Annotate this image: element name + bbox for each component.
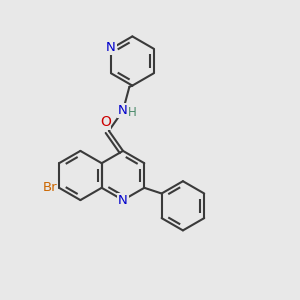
Text: Br: Br (43, 181, 58, 194)
Text: N: N (118, 104, 128, 117)
Text: N: N (118, 194, 128, 207)
Text: H: H (128, 106, 137, 119)
Text: N: N (106, 41, 116, 54)
Text: O: O (100, 115, 111, 129)
